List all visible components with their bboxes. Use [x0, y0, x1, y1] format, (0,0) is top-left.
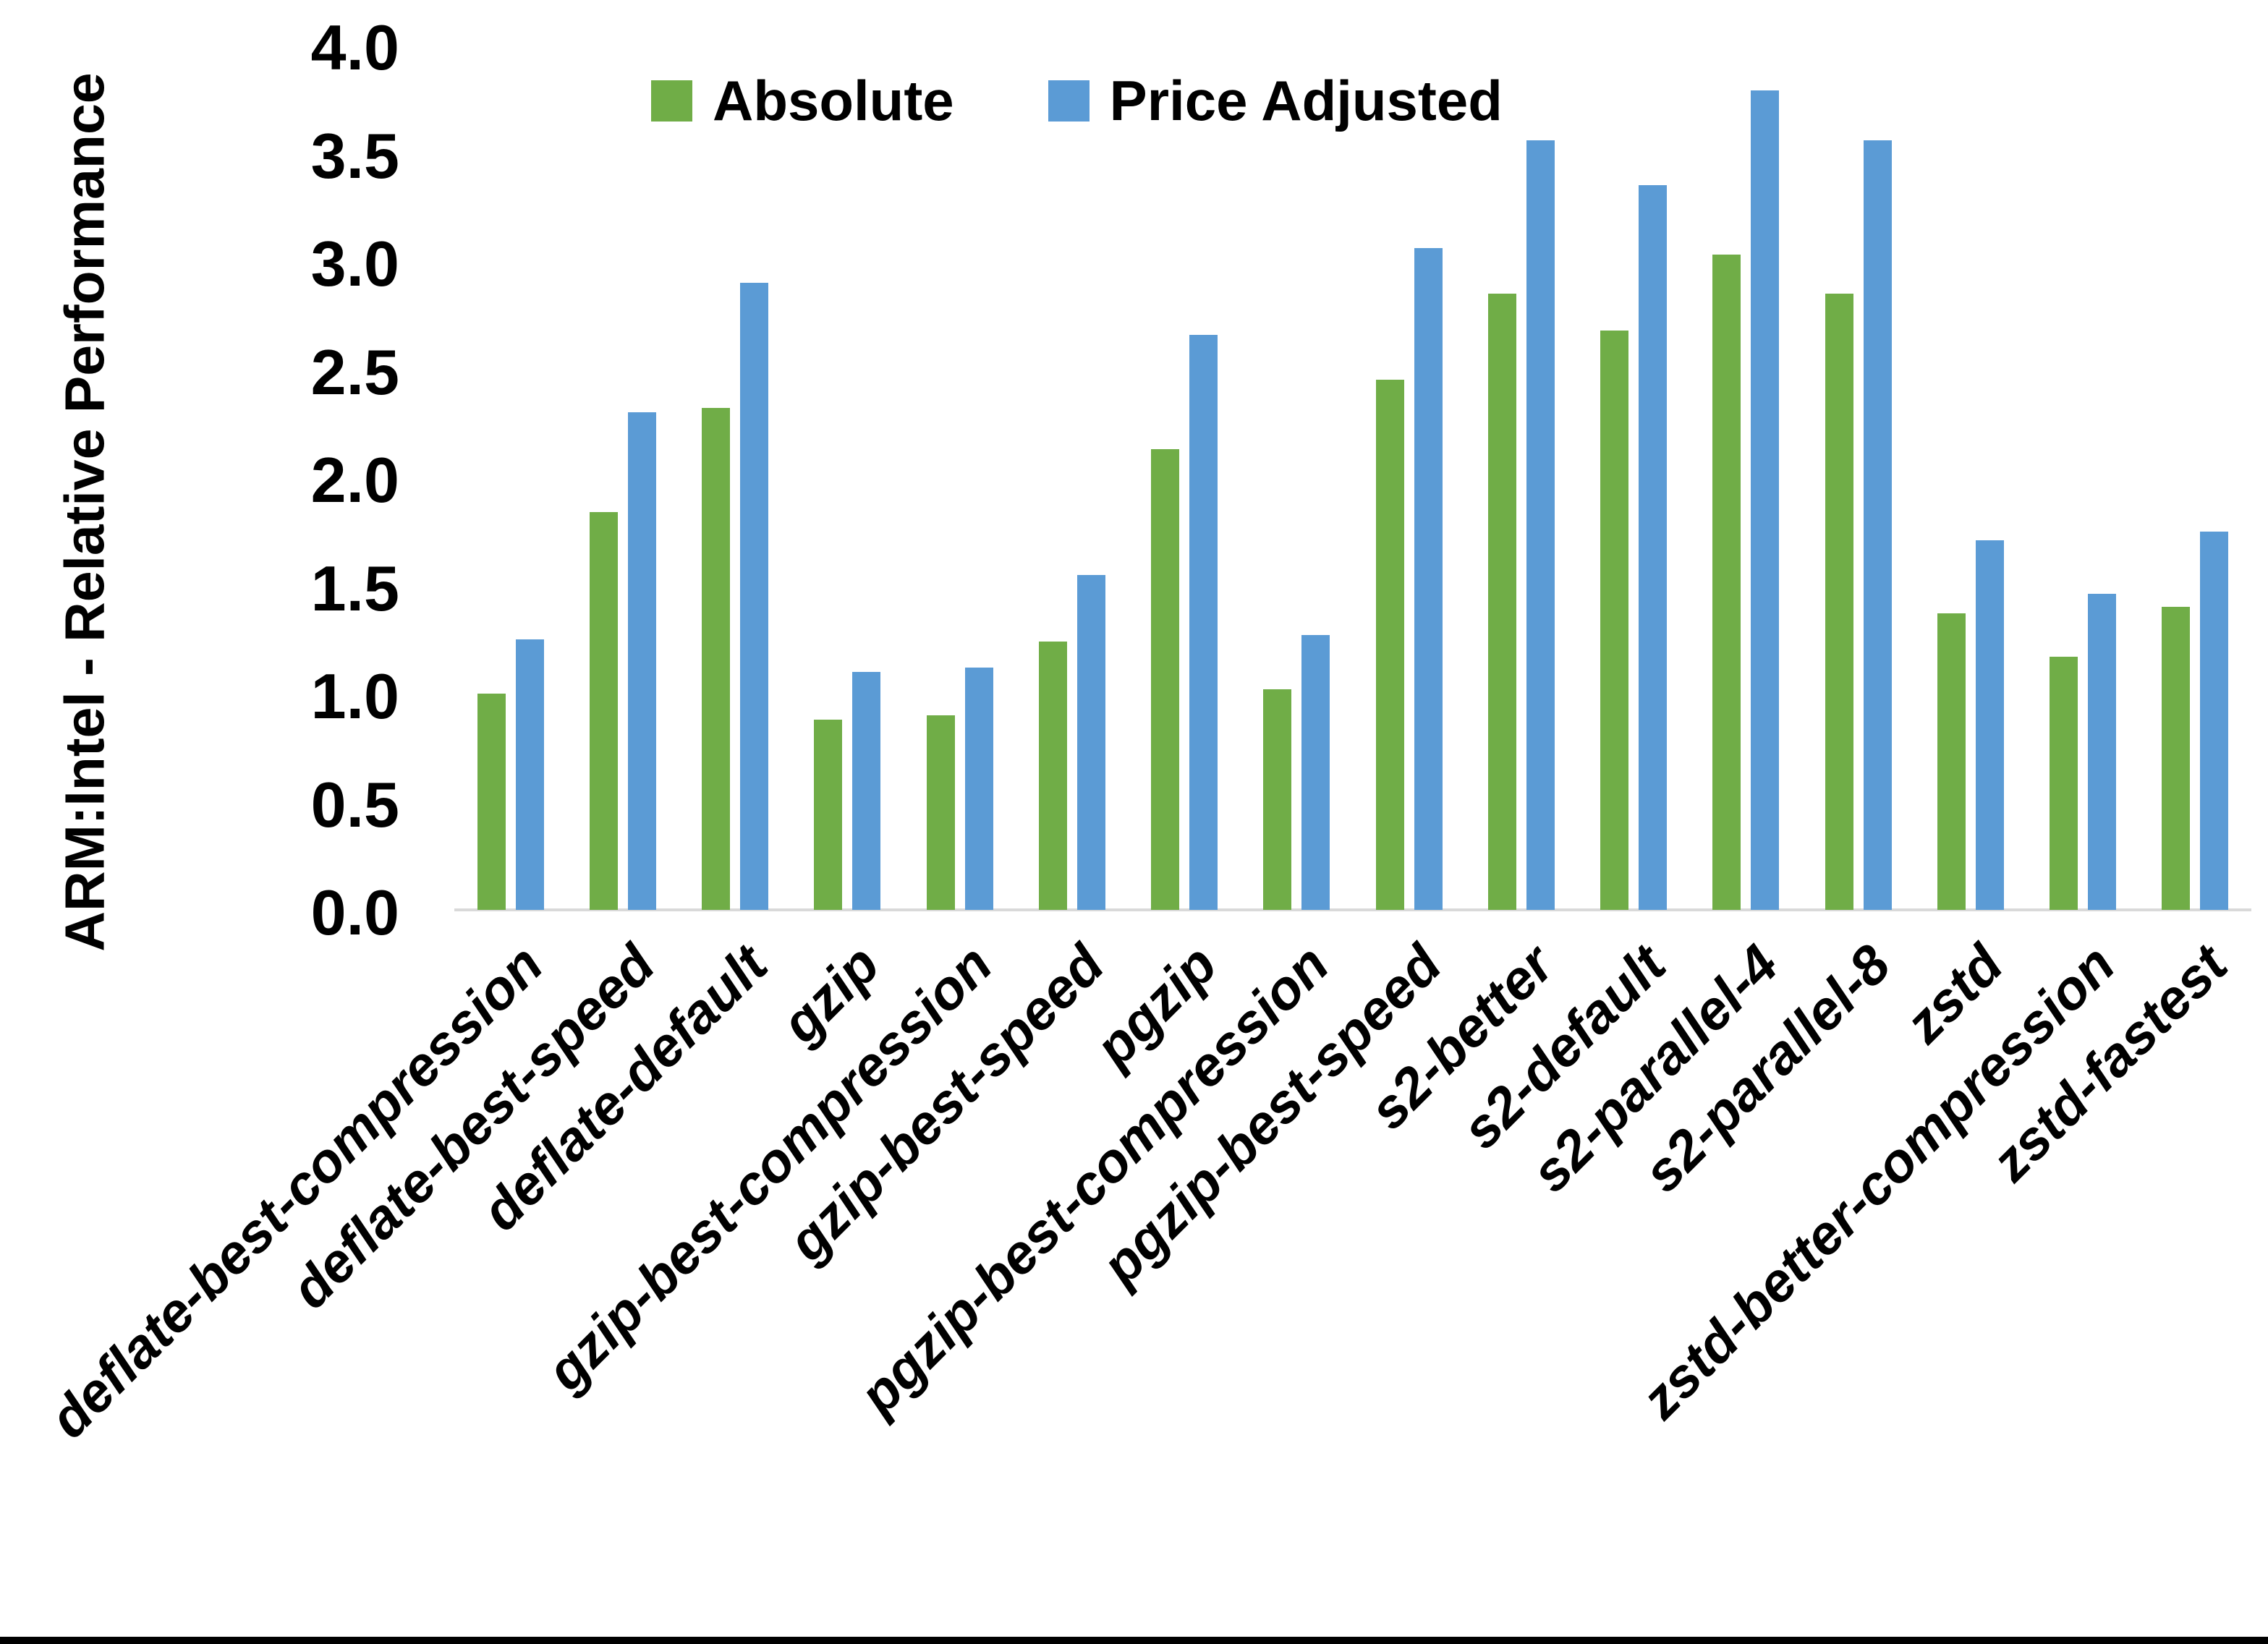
- y-tick-label: 2.0: [310, 444, 399, 516]
- bar-group: [1241, 0, 1353, 910]
- bar-absolute: [477, 694, 506, 910]
- bar-absolute: [926, 715, 955, 910]
- y-axis-title: ARM:Intel - Relative Performance: [54, 72, 116, 952]
- bar-price-adjusted: [1975, 540, 2004, 910]
- bar-price-adjusted: [1076, 575, 1105, 910]
- legend-item-absolute: Absolute: [651, 72, 954, 129]
- bar-price-adjusted: [2200, 532, 2229, 910]
- bar-price-adjusted: [2088, 594, 2117, 910]
- bar-price-adjusted: [1863, 140, 1892, 910]
- bar-group: [791, 0, 904, 910]
- bar-absolute: [1375, 380, 1404, 910]
- bar-group: [679, 0, 791, 910]
- bar-absolute: [1712, 255, 1741, 910]
- y-tick-label: 0.5: [310, 768, 399, 840]
- legend-swatch-absolute: [651, 80, 692, 122]
- bar-absolute: [2050, 657, 2078, 910]
- y-tick-label: 3.5: [310, 119, 399, 192]
- legend-item-price-adjusted: Price Adjusted: [1048, 72, 1503, 129]
- bar-absolute: [814, 720, 843, 910]
- bar-group: [1129, 0, 1241, 910]
- bar-price-adjusted: [515, 639, 544, 910]
- legend-label-absolute: Absolute: [713, 69, 954, 132]
- legend: Absolute Price Adjusted: [651, 72, 1503, 129]
- bar-absolute: [1038, 642, 1067, 910]
- bar-absolute: [1263, 689, 1292, 910]
- bar-price-adjusted: [1751, 90, 1780, 910]
- bar-absolute: [1937, 613, 1966, 910]
- bar-price-adjusted: [1301, 635, 1330, 910]
- bottom-border-bar: [0, 1637, 2268, 1644]
- y-tick-label: 2.5: [310, 336, 399, 408]
- bar-group: [1914, 0, 2026, 910]
- y-tick-label: 1.0: [310, 660, 399, 732]
- legend-label-price-adjusted: Price Adjusted: [1109, 69, 1503, 132]
- bar-price-adjusted: [1189, 335, 1218, 910]
- bar-group: [454, 0, 566, 910]
- bar-price-adjusted: [1414, 248, 1443, 910]
- bar-absolute: [1151, 449, 1180, 910]
- bar-group: [2027, 0, 2139, 910]
- legend-swatch-price-adjusted: [1048, 80, 1090, 122]
- x-axis-line: [454, 908, 2251, 911]
- bar-price-adjusted: [627, 412, 656, 910]
- bar-absolute: [2162, 607, 2191, 910]
- bar-price-adjusted: [1526, 140, 1555, 910]
- bar-price-adjusted: [740, 283, 769, 910]
- bar-absolute: [1487, 294, 1516, 910]
- bar-group: [1578, 0, 1690, 910]
- bar-group: [566, 0, 679, 910]
- y-tick-label: 3.0: [310, 228, 399, 299]
- bar-group: [904, 0, 1016, 910]
- bar-group: [1016, 0, 1128, 910]
- bar-group: [1465, 0, 1577, 910]
- bar-group: [1802, 0, 1914, 910]
- bar-price-adjusted: [852, 672, 881, 910]
- bar-group: [1690, 0, 1802, 910]
- bar-absolute: [1825, 294, 1853, 910]
- bar-price-adjusted: [964, 668, 993, 910]
- bar-absolute: [589, 512, 618, 910]
- bar-price-adjusted: [1639, 185, 1668, 910]
- y-tick-label: 4.0: [310, 12, 399, 83]
- y-tick-label: 0.0: [310, 877, 399, 948]
- y-tick-label: 1.5: [310, 552, 399, 624]
- bar-group: [2139, 0, 2251, 910]
- bar-absolute: [702, 408, 731, 910]
- bar-group: [1353, 0, 1465, 910]
- bar-absolute: [1600, 331, 1629, 910]
